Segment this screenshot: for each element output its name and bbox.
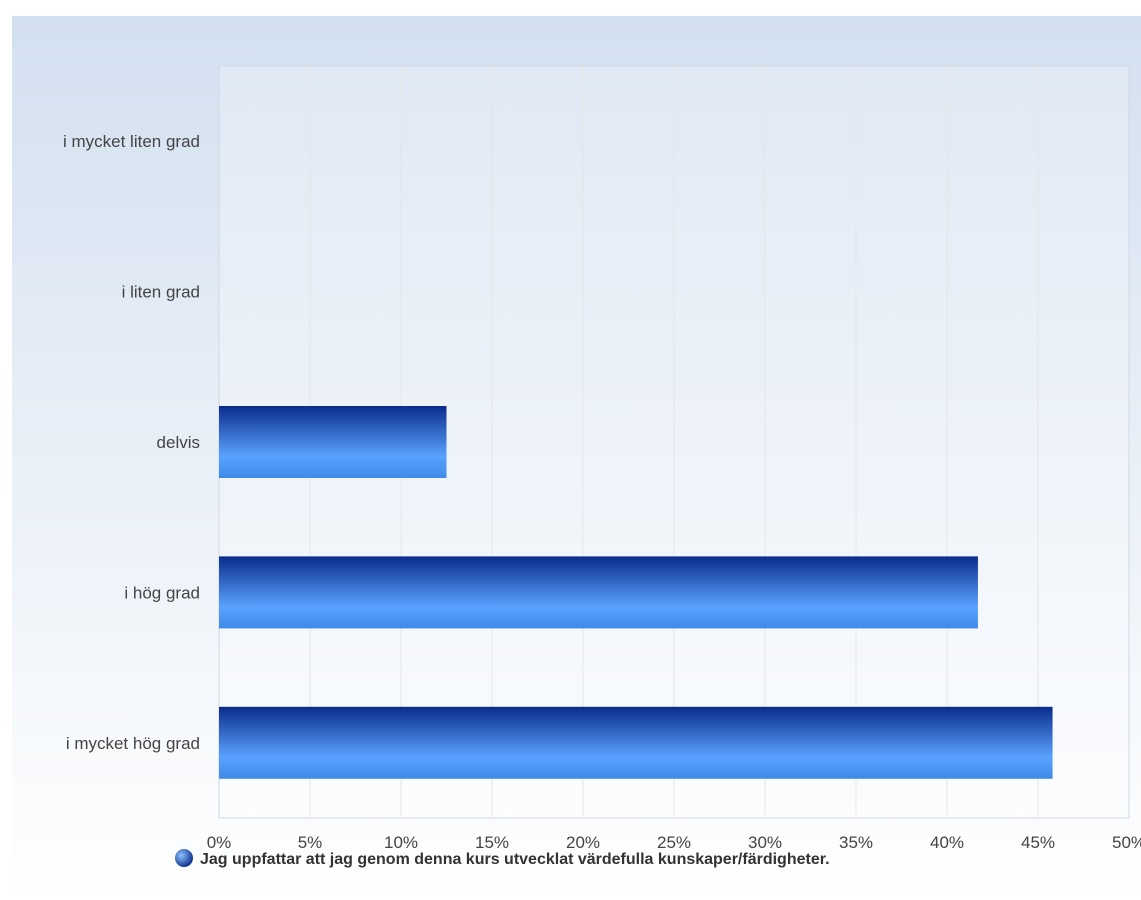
legend: Jag uppfattar att jag genom denna kurs u… xyxy=(175,849,830,868)
x-tick-label: 5% xyxy=(298,833,323,852)
bar xyxy=(219,556,978,629)
x-tick-label: 45% xyxy=(1021,833,1055,852)
x-tick-label: 15% xyxy=(475,833,509,852)
legend-label: Jag uppfattar att jag genom denna kurs u… xyxy=(200,851,830,868)
x-tick-label: 35% xyxy=(839,833,873,852)
x-tick-label: 25% xyxy=(657,833,691,852)
x-tick-label: 30% xyxy=(748,833,782,852)
grid-lines xyxy=(309,66,1039,818)
bars xyxy=(219,406,1053,779)
x-tick-label: 10% xyxy=(384,833,418,852)
category-label: i mycket liten grad xyxy=(63,132,200,151)
x-tick-label: 40% xyxy=(930,833,964,852)
category-label: i hög grad xyxy=(124,583,200,602)
legend-marker-icon xyxy=(175,849,193,867)
category-label: delvis xyxy=(157,433,200,452)
category-label: i mycket hög grad xyxy=(66,734,200,753)
category-label: i liten grad xyxy=(122,283,200,302)
x-tick-label: 0% xyxy=(207,833,232,852)
bar xyxy=(219,706,1053,779)
x-tick-label: 50% xyxy=(1112,833,1141,852)
x-tick-label: 20% xyxy=(566,833,600,852)
x-axis-ticks: 0% 5% 10% 15% 20% 25% 30% 35% 40% 45% 50% xyxy=(207,833,1141,852)
category-labels: i mycket liten grad i liten grad delvis i h… xyxy=(63,132,200,753)
bar xyxy=(219,406,447,478)
